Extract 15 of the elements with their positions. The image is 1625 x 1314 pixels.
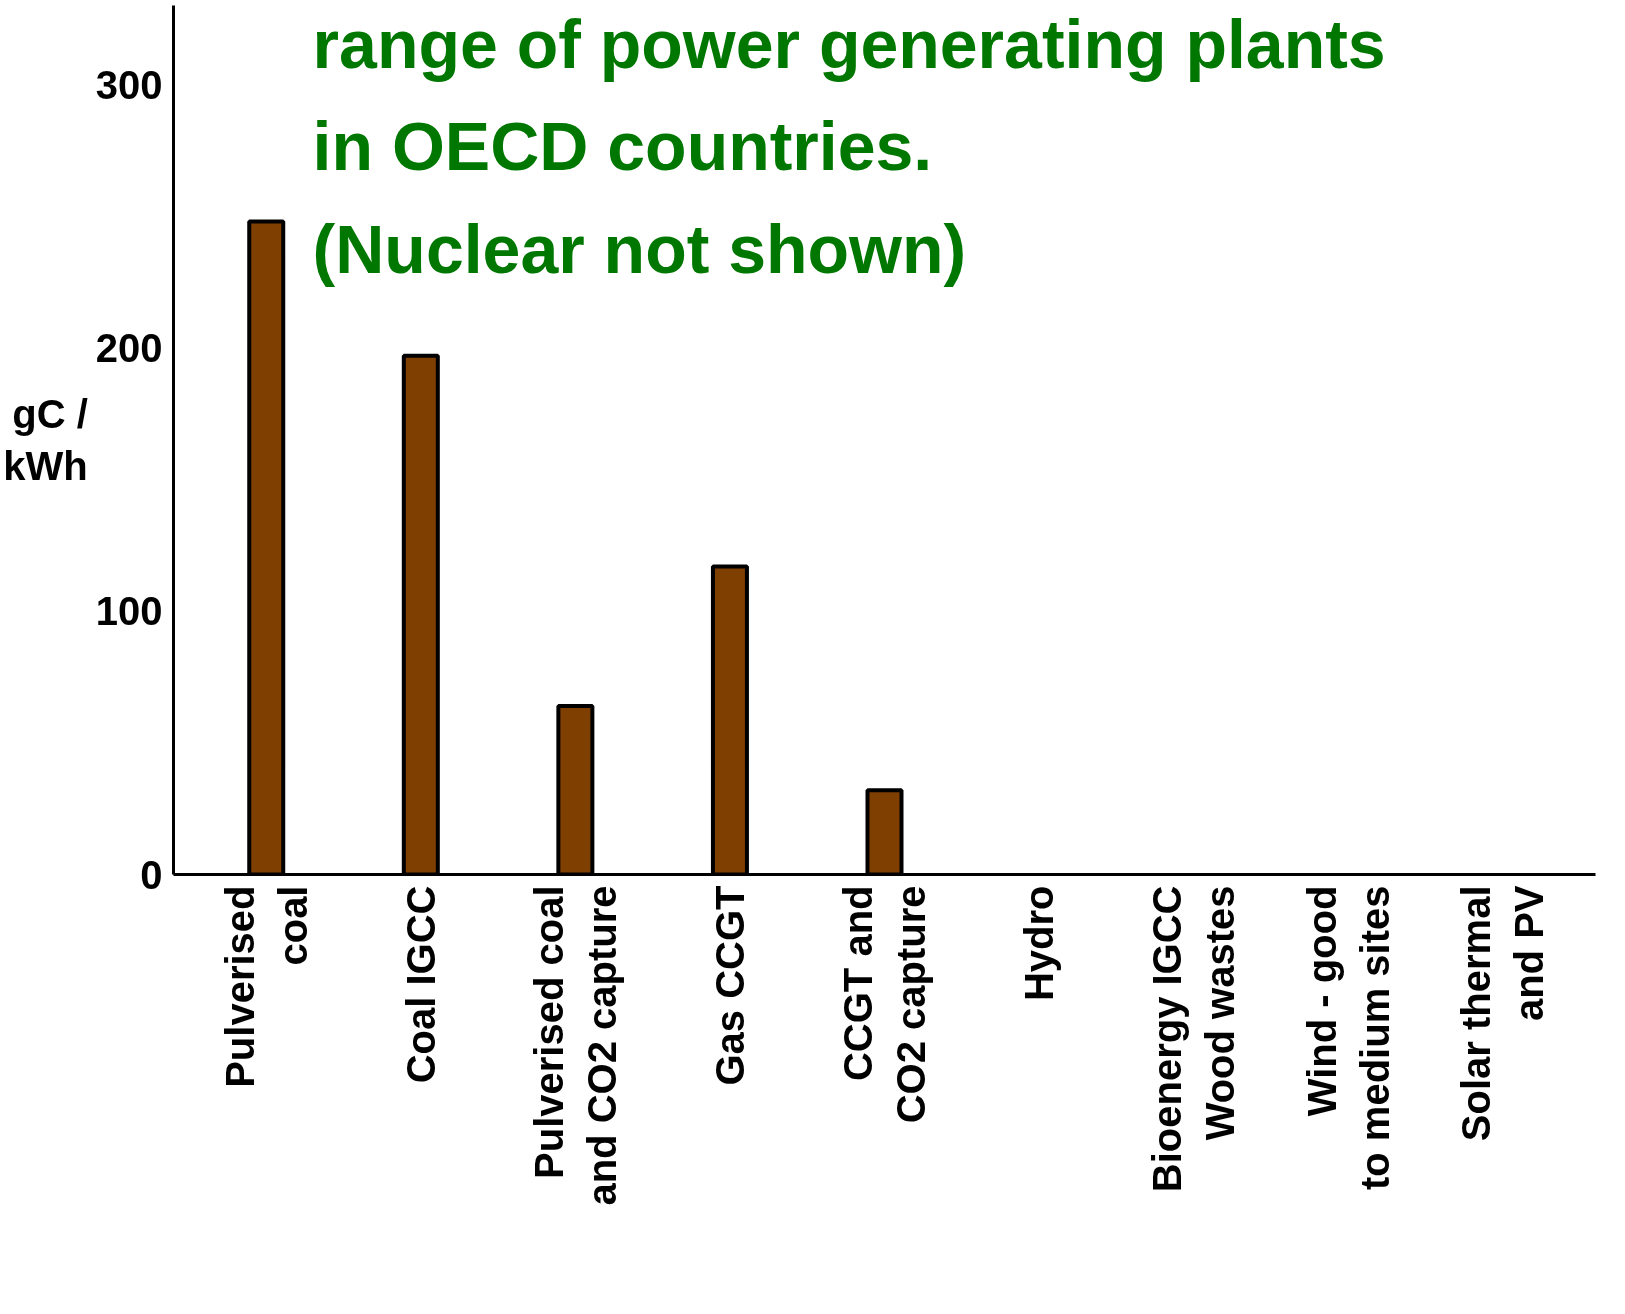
y-tick-label: 100: [95, 589, 163, 634]
x-tick-label: Pulverised coal: [217, 885, 315, 1088]
x-tick-label: Solar thermal and PV: [1454, 885, 1552, 1142]
y-axis-title: gC / kWh: [3, 391, 88, 489]
x-tick-label: Pulverised coal and CO2 capture: [526, 885, 624, 1206]
x-tick-label: Gas CCGT: [707, 885, 752, 1086]
text: range of power generating plants in OECD countries. (Nuclear not shown): [312, 5, 1386, 287]
x-tick-label: Wind - good to medium sites: [1299, 885, 1397, 1191]
y-tick-label: 300: [95, 62, 163, 107]
x-tick-label: Bioenergy IGCC Wood wastes: [1145, 885, 1243, 1193]
y-tick-label: 200: [95, 325, 163, 370]
x-tick-label: CCGT and CO2 capture: [836, 885, 933, 1124]
y-tick-label: 0: [140, 852, 163, 897]
x-tick-label: Coal IGCC: [398, 885, 443, 1084]
x-tick-label: Hydro: [1017, 885, 1062, 1002]
